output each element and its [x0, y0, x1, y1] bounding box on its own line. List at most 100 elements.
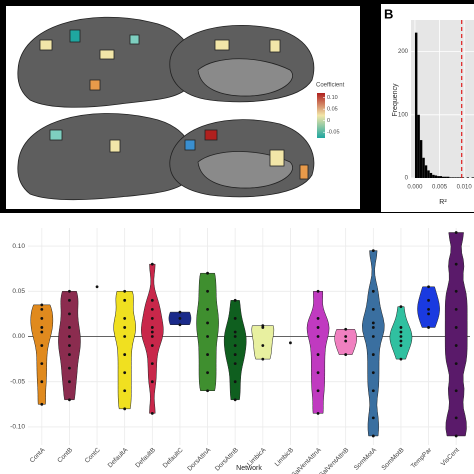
data-point: [123, 289, 127, 293]
histogram-bar: [439, 176, 443, 178]
parcel: [184, 139, 196, 151]
y-tick-label: 0.05: [12, 288, 25, 295]
data-point: [150, 307, 154, 311]
data-point: [454, 344, 458, 347]
histogram-bar: [444, 176, 447, 178]
data-point: [344, 339, 348, 343]
data-point: [206, 389, 209, 393]
data-point: [206, 289, 209, 293]
histogram-bar: [427, 170, 430, 178]
data-point: [454, 307, 458, 311]
parcel: [39, 39, 53, 51]
data-point: [316, 335, 320, 338]
x-tick-label: ContB: [56, 447, 74, 465]
x-tick-label: SalVentAttnA: [291, 446, 324, 474]
data-point: [454, 262, 458, 266]
violin: [196, 272, 219, 391]
data-point: [233, 380, 237, 384]
violin: [444, 232, 468, 437]
histogram: 0.000 0.005 0.010 0 100 200 B Frequency R²: [384, 6, 474, 206]
data-point: [371, 434, 375, 438]
data-point: [261, 326, 265, 329]
data-point: [150, 317, 154, 320]
data-point: [40, 362, 44, 366]
x-tick-label: 0.000: [407, 185, 423, 191]
brain-lateral-top: [17, 16, 194, 108]
histogram-bar: [446, 176, 450, 178]
violin: [362, 250, 385, 437]
violin: [30, 304, 54, 405]
y-tick-label: 100: [398, 112, 409, 118]
histogram-bar: [466, 177, 470, 178]
panel-label: B: [384, 6, 393, 21]
data-point: [123, 371, 127, 375]
data-point: [399, 339, 403, 343]
data-point: [261, 357, 265, 361]
data-point: [68, 335, 71, 338]
data-point: [316, 411, 320, 415]
data-point: [371, 389, 375, 393]
y-tick-label: -0.10: [10, 424, 25, 431]
data-point: [40, 402, 44, 406]
data-point: [206, 335, 209, 338]
data-point: [40, 326, 44, 329]
histogram-bar: [454, 177, 457, 178]
data-point: [206, 353, 209, 356]
parcel: [109, 139, 121, 153]
x-tick-label: LimbicB: [274, 447, 295, 468]
parcel: [204, 129, 218, 141]
data-point: [68, 298, 71, 302]
x-axis-label: Network: [236, 465, 262, 472]
data-point: [399, 335, 403, 338]
data-point: [178, 317, 182, 320]
x-tick-label: ContA: [29, 446, 47, 464]
data-point: [123, 407, 127, 411]
brain-medial-wall: [197, 58, 293, 97]
x-tick-label: SalVentAttnB: [318, 447, 350, 474]
data-point: [40, 380, 44, 384]
data-point: [40, 344, 44, 347]
data-point: [68, 353, 71, 356]
y-tick-label: 0: [405, 176, 409, 182]
colorbar-title: Coefficient: [316, 83, 345, 89]
violin: [251, 325, 275, 360]
histogram-bar: [451, 177, 455, 178]
data-point: [316, 389, 320, 393]
histogram-bar: [471, 177, 474, 178]
data-point: [150, 298, 154, 302]
data-point: [399, 344, 403, 347]
x-axis-label: R²: [439, 199, 447, 206]
data-point: [371, 326, 375, 329]
y-tick-label: 0.00: [12, 333, 25, 340]
colorbar: 0.10 0.05 0 -0.05: [317, 93, 340, 138]
colorbar-tick-label: 0.10: [327, 95, 338, 101]
data-point: [233, 330, 237, 334]
parcel: [269, 149, 285, 167]
x-tick-label: DefaultC: [162, 446, 185, 469]
data-point: [178, 310, 182, 314]
data-point: [371, 353, 375, 356]
data-point: [344, 353, 348, 356]
colorbar-tick-label: -0.05: [327, 130, 340, 136]
data-point: [150, 411, 154, 415]
data-point: [344, 335, 348, 338]
data-point: [233, 335, 237, 338]
x-tick-label: 0.010: [457, 185, 473, 191]
data-point: [233, 362, 237, 366]
data-point: [289, 341, 292, 345]
data-point: [68, 289, 71, 293]
data-point: [123, 389, 127, 393]
violin: [113, 291, 136, 410]
data-point: [178, 323, 182, 327]
x-tick-label: ContC: [84, 446, 102, 464]
data-point: [371, 335, 375, 338]
data-point: [427, 326, 430, 329]
violin: [141, 263, 164, 414]
histogram-bar: [461, 177, 465, 178]
x-tick-label: DorsAttnA: [186, 446, 212, 472]
data-point: [399, 357, 403, 361]
data-point: [427, 307, 430, 311]
data-point: [68, 312, 71, 316]
data-point: [233, 344, 237, 347]
